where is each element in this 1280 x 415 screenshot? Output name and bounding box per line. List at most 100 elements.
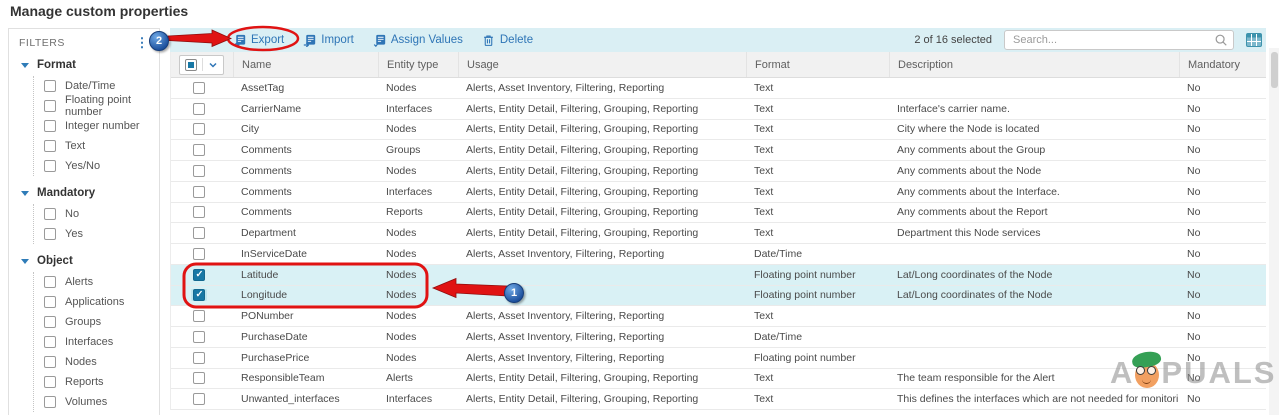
column-chooser-icon[interactable] bbox=[1246, 33, 1262, 47]
name-cell: PurchaseDate bbox=[241, 330, 308, 343]
select-all-control[interactable] bbox=[179, 54, 224, 75]
filter-item-interfaces[interactable]: Interfaces bbox=[44, 332, 159, 352]
description-cell: Lat/Long coordinates of the Node bbox=[897, 289, 1053, 302]
filter-item-applications[interactable]: Applications bbox=[44, 292, 159, 312]
checkbox-icon[interactable] bbox=[44, 80, 56, 92]
chevron-down-icon[interactable] bbox=[208, 60, 218, 70]
usage-cell: Alerts, Asset Inventory, Filtering, Repo… bbox=[466, 351, 665, 364]
export-button[interactable]: Export bbox=[233, 34, 284, 47]
table-row-inservicedate[interactable]: InServiceDate Nodes Alerts, Asset Invent… bbox=[171, 244, 1266, 265]
delete-button[interactable]: Delete bbox=[482, 34, 533, 47]
filter-item-floating-point-number[interactable]: Floating point number bbox=[44, 94, 159, 118]
filter-item-yes[interactable]: Yes bbox=[44, 224, 159, 244]
entity-type-cell: Nodes bbox=[386, 351, 417, 364]
filter-item-nodes[interactable]: Nodes bbox=[44, 352, 159, 372]
table-row-assettag[interactable]: AssetTag Nodes Alerts, Asset Inventory, … bbox=[171, 78, 1266, 99]
row-checkbox[interactable] bbox=[193, 310, 205, 323]
row-checkbox[interactable] bbox=[193, 247, 205, 260]
column-header-usage[interactable]: Usage bbox=[458, 52, 746, 77]
row-checkbox[interactable] bbox=[193, 372, 205, 385]
checkbox-icon[interactable] bbox=[44, 336, 56, 348]
usage-cell: Alerts, Entity Detail, Filtering, Groupi… bbox=[466, 164, 699, 177]
column-header-description[interactable]: Description bbox=[889, 52, 1179, 77]
filter-item-volumes[interactable]: Volumes bbox=[44, 392, 159, 412]
table-row-comments[interactable]: Comments Reports Alerts, Entity Detail, … bbox=[171, 202, 1266, 224]
column-header-mandatory[interactable]: Mandatory bbox=[1179, 52, 1266, 77]
filter-item-groups[interactable]: Groups bbox=[44, 312, 159, 332]
checkbox-icon[interactable] bbox=[44, 276, 56, 288]
checkbox-icon[interactable] bbox=[44, 208, 56, 220]
table-row-purchaseprice[interactable]: PurchasePrice Nodes Alerts, Asset Invent… bbox=[171, 347, 1266, 369]
row-checkbox[interactable] bbox=[193, 164, 205, 177]
checkbox-icon[interactable] bbox=[44, 100, 56, 112]
filter-section-header[interactable]: Format bbox=[9, 54, 159, 75]
column-header-name[interactable]: Name bbox=[233, 52, 378, 77]
mandatory-cell: No bbox=[1187, 247, 1201, 260]
entity-type-cell: Nodes bbox=[386, 330, 417, 343]
row-checkbox[interactable] bbox=[193, 81, 205, 94]
row-checkbox[interactable] bbox=[193, 185, 205, 198]
table-row-comments[interactable]: Comments Groups Alerts, Entity Detail, F… bbox=[171, 140, 1266, 161]
name-cell: PurchasePrice bbox=[241, 351, 310, 364]
row-checkbox[interactable] bbox=[193, 123, 205, 136]
table-row-longitude[interactable]: Longitude Nodes Floating point number La… bbox=[171, 285, 1266, 307]
filter-section-header[interactable]: Object bbox=[9, 250, 159, 271]
table-row-latitude[interactable]: Latitude Nodes Floating point number Lat… bbox=[171, 264, 1266, 286]
properties-table: Name Entity type Usage Format Descriptio… bbox=[170, 52, 1266, 410]
table-row-comments[interactable]: Comments Interfaces Alerts, Entity Detai… bbox=[171, 181, 1266, 203]
row-checkbox[interactable] bbox=[193, 330, 205, 343]
collapse-triangle-icon bbox=[21, 258, 29, 264]
table-row-unwanted-interfaces[interactable]: Unwanted_interfaces Interfaces Alerts, E… bbox=[171, 389, 1266, 410]
table-row-department[interactable]: Department Nodes Alerts, Entity Detail, … bbox=[171, 223, 1266, 244]
mandatory-cell: No bbox=[1187, 289, 1201, 302]
entity-type-cell: Interfaces bbox=[386, 185, 433, 198]
entity-type-cell: Nodes bbox=[386, 268, 417, 281]
filter-item-reports[interactable]: Reports bbox=[44, 372, 159, 392]
column-header-format[interactable]: Format bbox=[746, 52, 889, 77]
row-checkbox[interactable] bbox=[193, 351, 205, 364]
row-checkbox[interactable] bbox=[193, 289, 205, 302]
filter-item-alerts[interactable]: Alerts bbox=[44, 272, 159, 292]
import-button[interactable]: Import bbox=[303, 34, 354, 47]
scrollbar-thumb[interactable] bbox=[1270, 52, 1278, 88]
kebab-menu-icon[interactable]: ⋮ bbox=[135, 35, 149, 50]
row-checkbox[interactable] bbox=[193, 206, 205, 219]
table-row-comments[interactable]: Comments Nodes Alerts, Entity Detail, Fi… bbox=[171, 161, 1266, 182]
filter-item-text[interactable]: Text bbox=[44, 136, 159, 156]
format-cell: Text bbox=[754, 185, 774, 198]
row-checkbox[interactable] bbox=[193, 227, 205, 240]
checkbox-icon[interactable] bbox=[44, 296, 56, 308]
checkbox-icon[interactable] bbox=[44, 396, 56, 408]
column-header-entity-type[interactable]: Entity type bbox=[378, 52, 458, 77]
search-input[interactable] bbox=[1004, 30, 1234, 50]
assign-values-button[interactable]: Assign Values bbox=[373, 34, 463, 47]
table-row-ponumber[interactable]: PONumber Nodes Alerts, Asset Inventory, … bbox=[171, 306, 1266, 327]
row-checkbox[interactable] bbox=[193, 268, 205, 281]
checkbox-icon[interactable] bbox=[44, 376, 56, 388]
checkbox-icon[interactable] bbox=[44, 140, 56, 152]
checkbox-icon[interactable] bbox=[44, 160, 56, 172]
row-checkbox[interactable] bbox=[193, 393, 205, 406]
entity-type-cell: Interfaces bbox=[386, 102, 433, 115]
name-cell: Comments bbox=[241, 164, 292, 177]
checkbox-icon[interactable] bbox=[44, 356, 56, 368]
checkbox-icon[interactable] bbox=[44, 316, 56, 328]
checkbox-icon[interactable] bbox=[44, 228, 56, 240]
filter-item-yes-no[interactable]: Yes/No bbox=[44, 156, 159, 176]
filter-section-header[interactable]: Mandatory bbox=[9, 182, 159, 203]
row-checkbox[interactable] bbox=[193, 144, 205, 157]
row-checkbox[interactable] bbox=[193, 102, 205, 115]
select-all-checkbox[interactable] bbox=[185, 58, 197, 71]
name-cell: Unwanted_interfaces bbox=[241, 393, 340, 406]
format-cell: Floating point number bbox=[754, 268, 856, 281]
table-row-purchasedate[interactable]: PurchaseDate Nodes Alerts, Asset Invento… bbox=[171, 327, 1266, 348]
filter-item-integer-number[interactable]: Integer number bbox=[44, 116, 159, 136]
table-row-carriername[interactable]: CarrierName Interfaces Alerts, Entity De… bbox=[171, 98, 1266, 120]
entity-type-cell: Nodes bbox=[386, 81, 417, 94]
table-row-city[interactable]: City Nodes Alerts, Entity Detail, Filter… bbox=[171, 119, 1266, 141]
table-row-responsibleteam[interactable]: ResponsibleTeam Alerts Alerts, Entity De… bbox=[171, 368, 1266, 390]
vertical-scrollbar[interactable] bbox=[1269, 48, 1279, 415]
filter-item-date-time[interactable]: Date/Time bbox=[44, 76, 159, 96]
checkbox-icon[interactable] bbox=[44, 120, 56, 132]
filter-item-no[interactable]: No bbox=[44, 204, 159, 224]
